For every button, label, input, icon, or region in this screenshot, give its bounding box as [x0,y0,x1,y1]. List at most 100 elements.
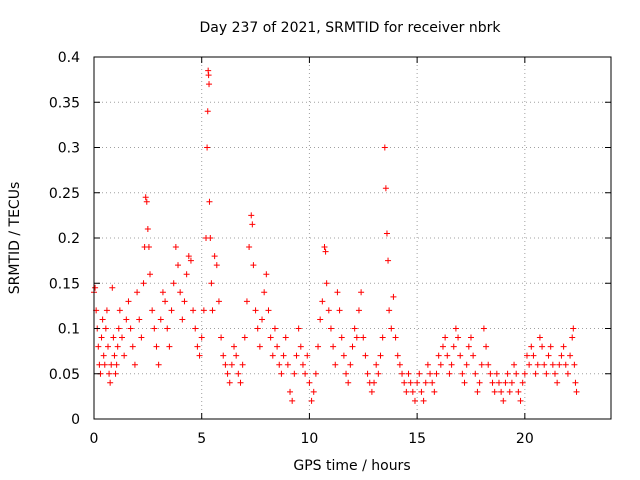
data-point [405,370,412,377]
data-point [519,379,526,386]
data-point [170,280,177,287]
data-point [442,334,449,341]
data-point [293,352,300,359]
data-point [121,352,128,359]
data-point [113,361,120,368]
data-point [504,370,511,377]
data-point [385,257,392,264]
grid-lines [94,57,611,419]
data-point [373,361,380,368]
data-point [570,325,577,332]
data-point [249,221,256,228]
data-point [422,379,429,386]
data-point [129,343,136,350]
data-point [325,307,332,314]
data-point [360,334,367,341]
y-tick-label: 0.2 [58,231,80,247]
data-point [536,334,543,341]
data-point [295,325,302,332]
data-point [470,352,477,359]
data-point [371,379,378,386]
data-point [198,334,205,341]
data-point [220,352,227,359]
x-tick-label: 10 [301,431,319,447]
data-point [204,108,211,115]
data-point [119,334,126,341]
data-point [123,316,130,323]
y-axis-label: SRMTID / TECUs [7,182,23,295]
data-point [278,370,285,377]
data-point [115,325,122,332]
data-point [269,352,276,359]
data-point [111,352,118,359]
data-point [144,225,151,232]
data-point [312,370,319,377]
data-point [508,379,515,386]
data-point [506,388,513,395]
data-point [409,388,416,395]
data-point [526,361,533,368]
data-point [105,343,112,350]
data-point [429,379,436,386]
data-point [190,307,197,314]
data-point [317,316,324,323]
data-point [136,316,143,323]
y-tick-label: 0.15 [49,276,80,292]
data-point [513,370,520,377]
data-point [267,334,274,341]
data-point [164,325,171,332]
x-axis-label: GPS time / hours [293,458,410,474]
data-point [98,334,105,341]
data-point [455,334,462,341]
data-point [424,361,431,368]
data-point [355,307,362,314]
data-point [103,307,110,314]
data-point [209,307,216,314]
data-point [437,361,444,368]
data-point [435,352,442,359]
data-point [452,325,459,332]
data-point [549,361,556,368]
data-point [172,244,179,251]
data-point [110,334,117,341]
data-point [254,325,261,332]
data-point [304,352,311,359]
y-tick-label: 0 [71,412,80,428]
data-point [517,397,524,404]
data-point [192,325,199,332]
data-point [205,72,212,79]
data-point [116,307,123,314]
data-point [310,388,317,395]
data-point [414,379,421,386]
x-tick-label: 15 [408,431,426,447]
data-point [327,325,334,332]
data-point [556,361,563,368]
data-point [564,370,571,377]
data-point [237,379,244,386]
data-point [125,298,132,305]
data-point [213,262,220,269]
data-point [151,325,158,332]
data-point [493,370,500,377]
data-point [500,397,507,404]
data-point [162,298,169,305]
data-point [502,379,509,386]
data-point [381,144,388,151]
data-point [364,370,371,377]
data-point [208,280,215,287]
data-point [446,370,453,377]
data-point [476,379,483,386]
data-point [145,244,152,251]
data-point [567,352,574,359]
data-point [547,343,554,350]
data-point [138,334,145,341]
data-point [457,352,464,359]
data-point [183,271,190,278]
data-point [521,370,528,377]
data-point [562,361,569,368]
data-point [375,370,382,377]
data-point [390,293,397,300]
data-point [392,334,399,341]
x-tick-label: 5 [197,431,206,447]
